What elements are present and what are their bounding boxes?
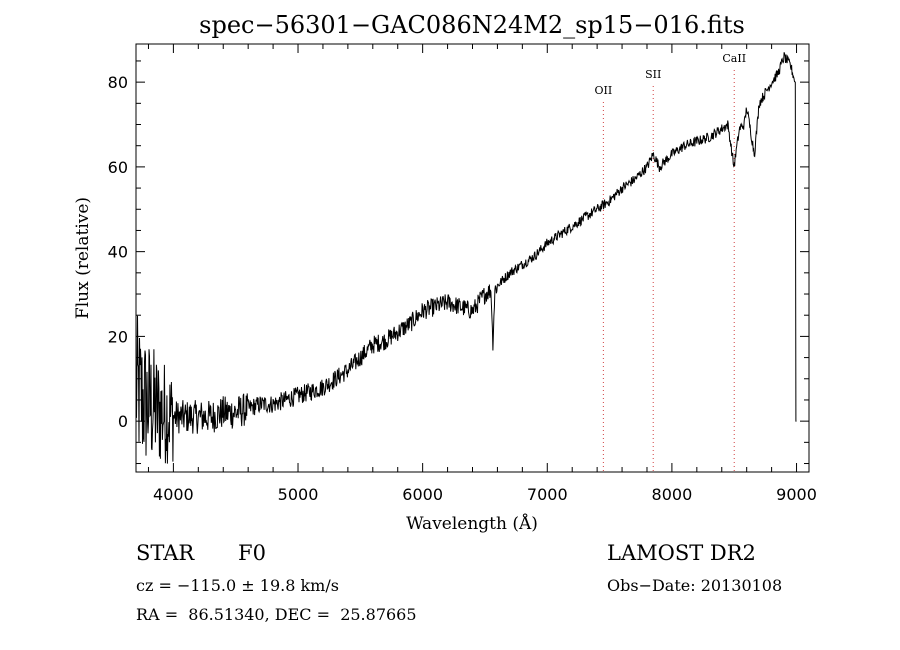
- object-subclass: F0: [238, 541, 266, 565]
- y-tick-label: 20: [108, 327, 128, 346]
- y-axis-label: Flux (relative): [73, 197, 93, 319]
- plot-frame: [135, 43, 810, 473]
- survey-name: LAMOST DR2: [607, 541, 756, 565]
- coordinates-readout: RA = 86.51340, DEC = 25.87665: [136, 605, 417, 624]
- y-tick-label: 80: [108, 73, 128, 92]
- y-axis-ticks: 0 20 40 60 80: [108, 60, 809, 465]
- x-tick-label: 7000: [527, 485, 568, 504]
- y-tick-label: 40: [108, 243, 128, 262]
- chart-title: spec−56301−GAC086N24M2_sp15−016.fits: [199, 11, 745, 39]
- x-tick-label: 6000: [402, 485, 443, 504]
- x-axis-label: Wavelength (Å): [406, 513, 538, 534]
- y-tick-label: 0: [118, 412, 128, 431]
- annotation-label: OII: [595, 84, 613, 97]
- observation-date: Obs−Date: 20130108: [607, 576, 783, 595]
- x-tick-label: 4000: [153, 485, 194, 504]
- spectrum-line: [135, 52, 797, 464]
- object-class: STAR: [136, 541, 195, 565]
- annotation-label: CaII: [722, 52, 746, 65]
- x-tick-label: 5000: [278, 485, 319, 504]
- x-tick-label: 8000: [652, 485, 693, 504]
- x-axis-ticks: 4000 5000 6000 7000 8000 9000: [147, 44, 817, 504]
- annotation-label: SII: [645, 68, 661, 81]
- annotation-lines: OII SII CaII: [595, 52, 746, 472]
- x-tick-label: 9000: [776, 485, 817, 504]
- y-tick-label: 60: [108, 158, 128, 177]
- redshift-readout: cz = −115.0 ± 19.8 km/s: [136, 576, 339, 595]
